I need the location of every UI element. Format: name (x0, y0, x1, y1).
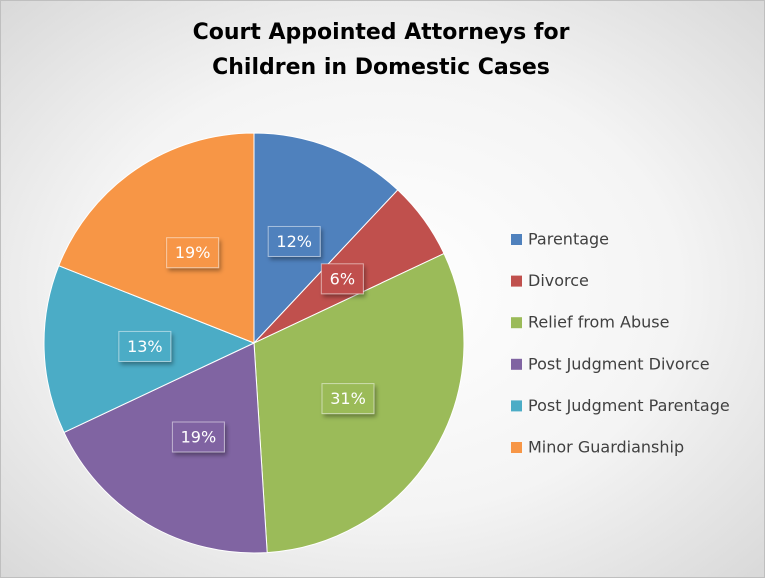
data-label-box (118, 330, 172, 362)
legend-label: Post Judgment Divorce (528, 354, 710, 373)
pie-slice (58, 132, 255, 344)
legend-swatch (511, 275, 522, 287)
legend-label: Divorce (528, 271, 589, 290)
legend-swatch (511, 234, 522, 245)
data-label-box (320, 263, 364, 295)
legend-swatch (511, 400, 522, 412)
data-label-box (166, 237, 220, 269)
legend-label: Minor Guardianship (528, 438, 684, 457)
legend-swatch (511, 358, 522, 370)
data-label: 13% (127, 337, 163, 356)
pie-slice (253, 132, 399, 345)
data-label: 12% (276, 232, 312, 251)
legend-label: Parentage (528, 230, 609, 249)
pie (43, 132, 465, 554)
legend-label: Post Judgment Parentage (528, 396, 730, 415)
data-label-box (171, 421, 225, 453)
data-label-box (321, 383, 375, 415)
data-label: 19% (181, 427, 217, 446)
data-label: 6% (330, 269, 355, 288)
data-label: 19% (175, 243, 211, 262)
legend-swatch (511, 442, 522, 453)
legend-label: Relief from Abuse (528, 313, 669, 332)
chart-title: Court Appointed Attorneys for Children i… (192, 20, 570, 80)
data-label: 31% (330, 389, 366, 408)
legend-swatch (511, 317, 522, 329)
pie-slice (63, 342, 268, 554)
data-label-box (267, 225, 321, 257)
